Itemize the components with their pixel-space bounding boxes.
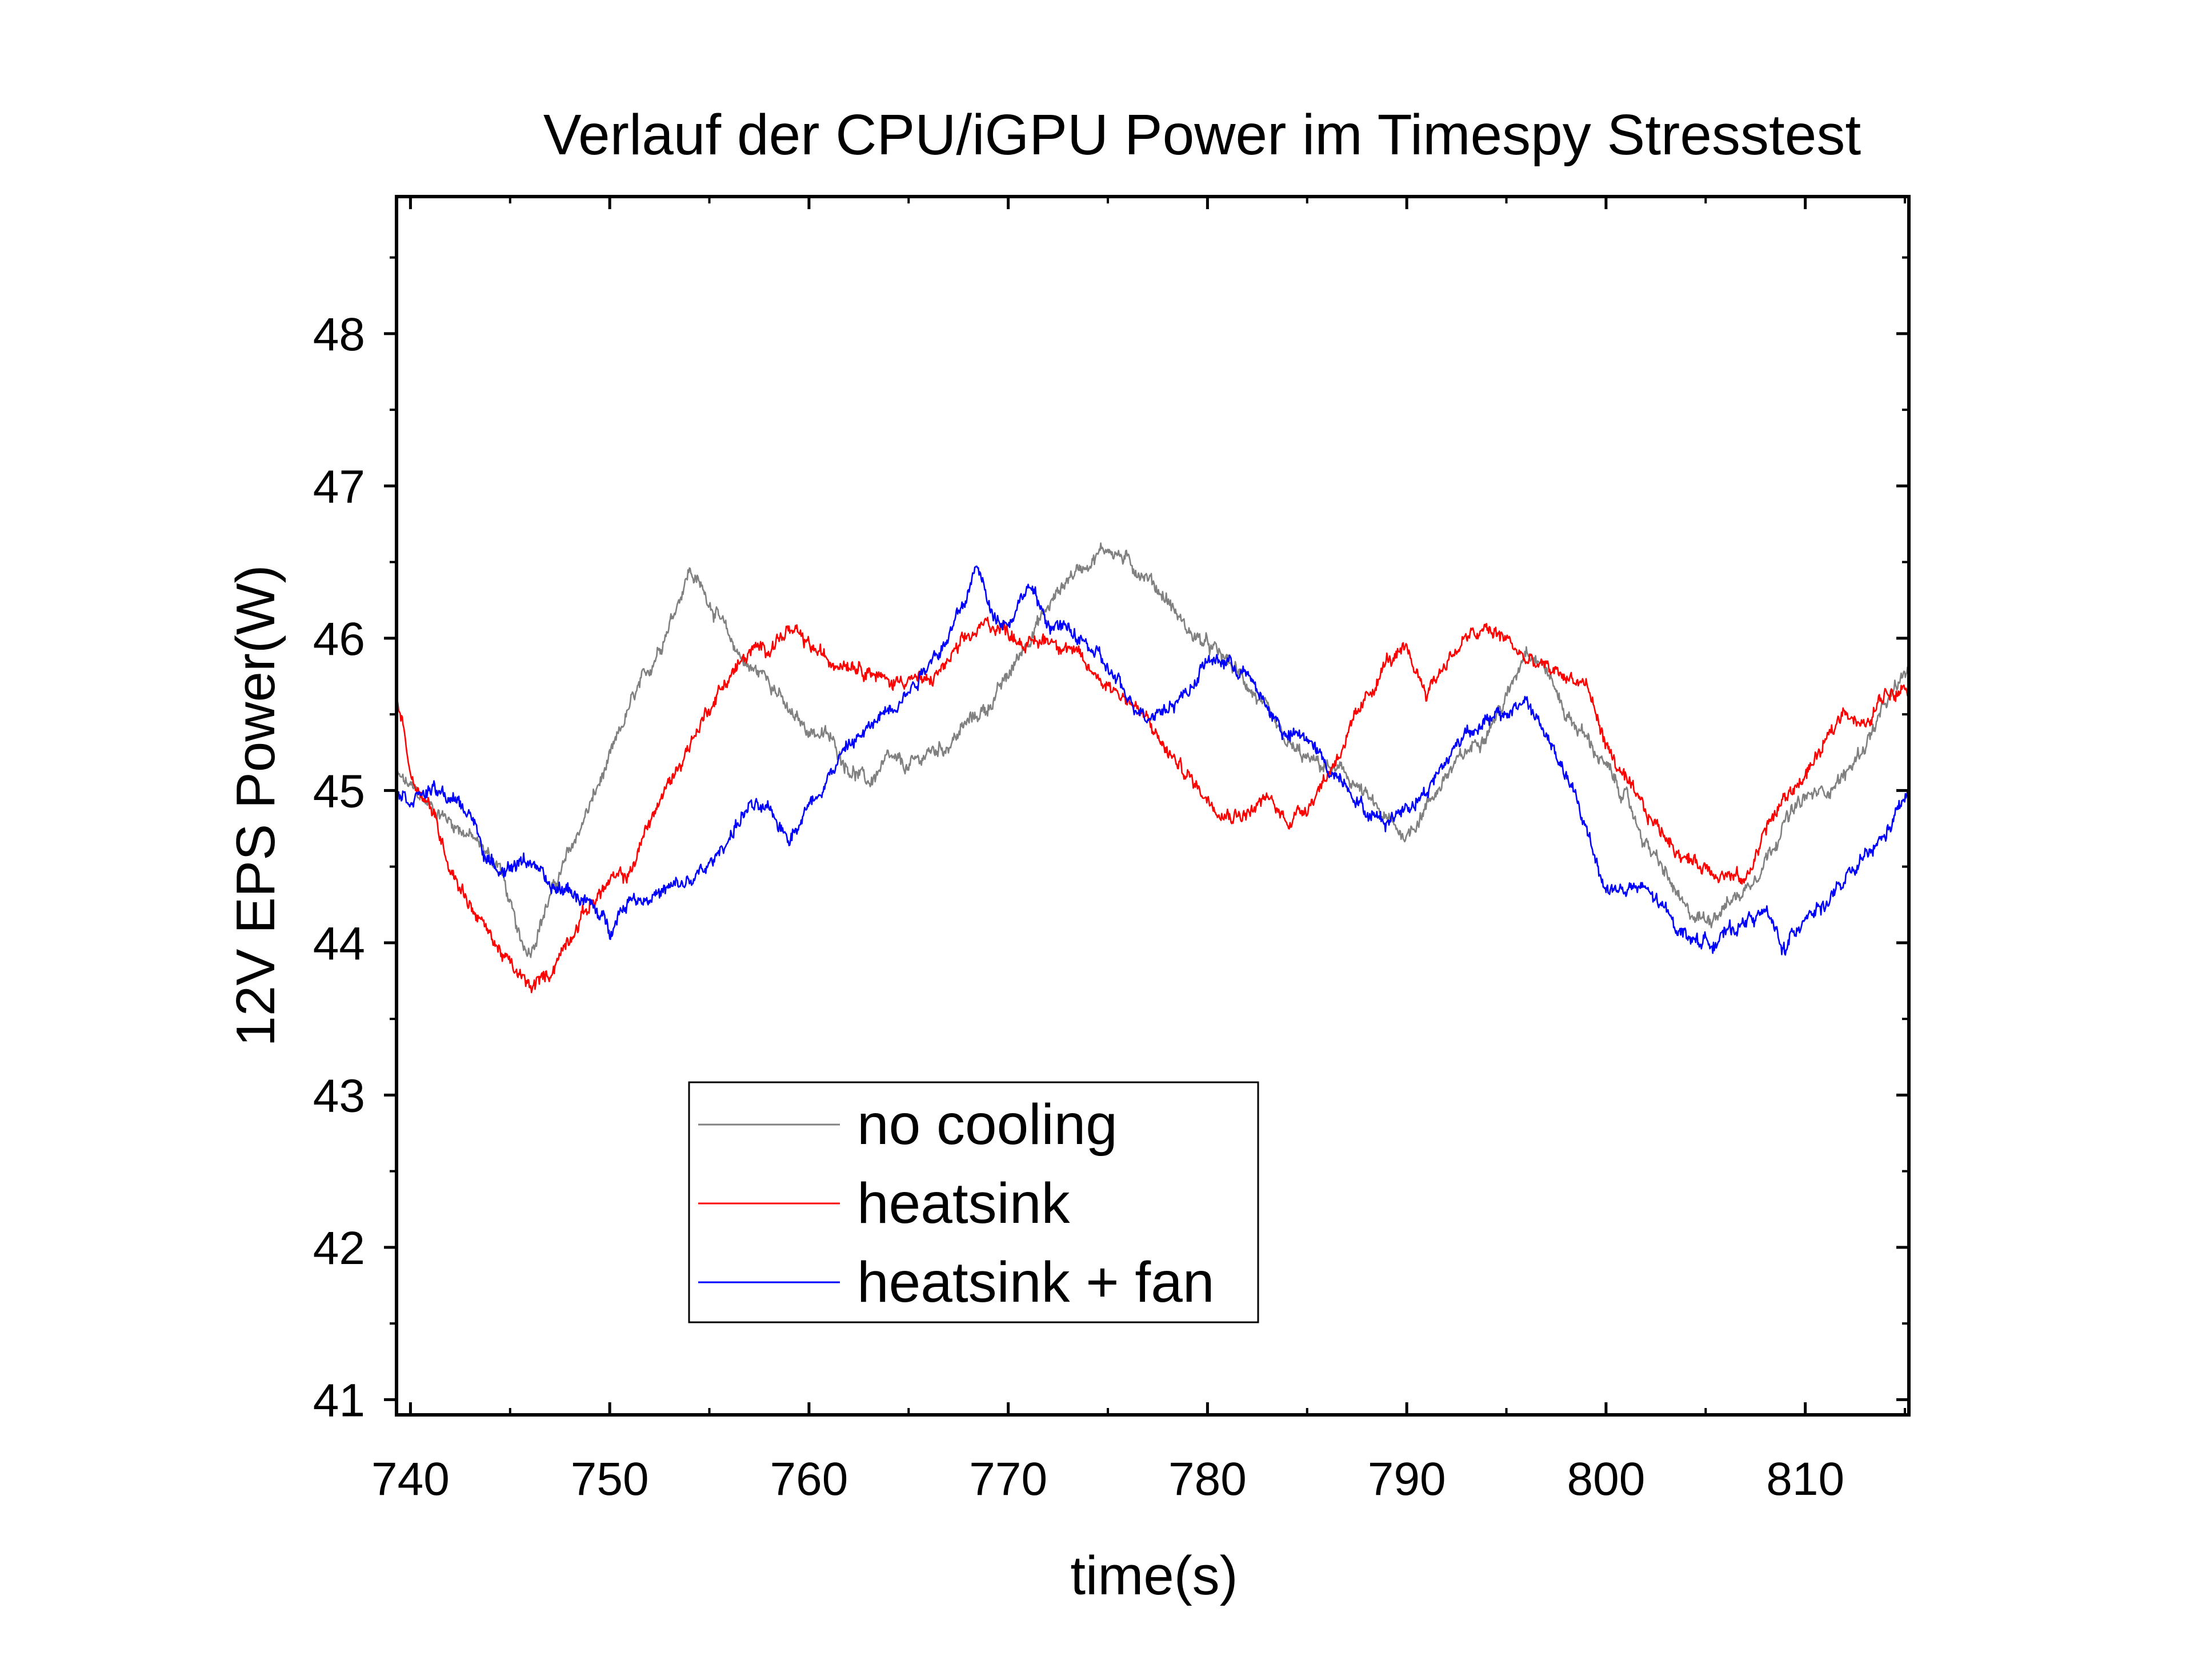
series-line-1	[395, 542, 1910, 958]
series-line-3	[395, 565, 1910, 956]
x-tick-label: 760	[770, 1453, 848, 1505]
x-tick-label: 780	[1168, 1453, 1247, 1505]
series-layer	[395, 542, 1910, 994]
x-tick-label: 750	[571, 1453, 649, 1505]
legend-label: heatsink + fan	[857, 1250, 1214, 1314]
y-tick-label: 46	[313, 613, 365, 665]
y-tick-label: 42	[313, 1222, 365, 1274]
y-tick-label: 44	[313, 918, 365, 970]
y-tick-label: 48	[313, 309, 365, 361]
x-tick-label: 770	[969, 1453, 1047, 1505]
legend-label: no cooling	[857, 1093, 1118, 1157]
chart-title: Verlauf der CPU/iGPU Power im Timespy St…	[543, 103, 1861, 167]
x-tick-label: 800	[1567, 1453, 1645, 1505]
y-axis-title: 12V EPS Power(W)	[225, 565, 286, 1047]
series-line-2	[395, 617, 1910, 994]
x-tick-label: 810	[1766, 1453, 1844, 1505]
legend: no cooling heatsink heatsink + fan	[688, 1081, 1259, 1323]
legend-label: heatsink	[857, 1171, 1070, 1235]
x-tick-label: 740	[371, 1453, 450, 1505]
y-tick-label: 45	[313, 765, 365, 817]
x-axis: 740 750 760 770 780 790 800 810	[371, 197, 1907, 1505]
y-tick-label: 47	[313, 461, 365, 513]
y-tick-label: 41	[313, 1374, 365, 1426]
x-tick-label: 790	[1368, 1453, 1446, 1505]
y-axis: 41 42 43 44 45 46 47 48	[313, 256, 1909, 1426]
plot-frame	[395, 195, 1911, 1417]
y-tick-label: 43	[313, 1070, 365, 1122]
x-axis-title: time(s)	[1070, 1545, 1238, 1606]
